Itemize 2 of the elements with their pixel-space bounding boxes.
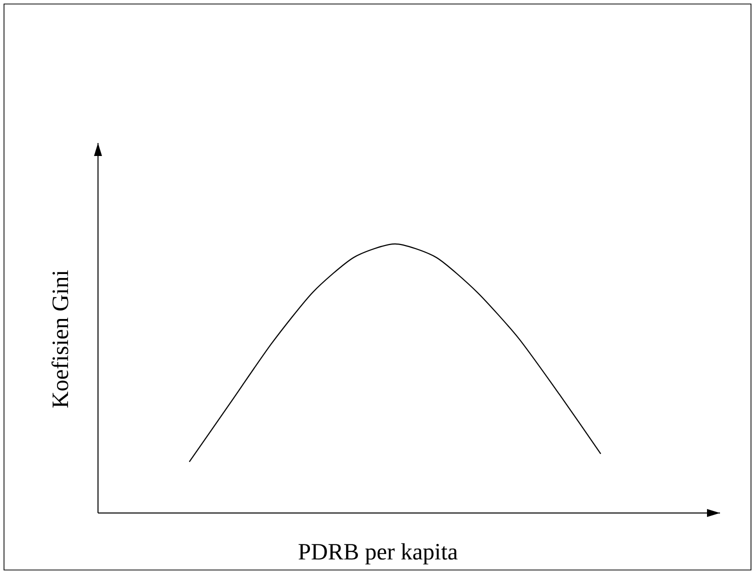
x-axis-title: PDRB per kapita bbox=[298, 543, 458, 564]
y-axis-title: Koefisien Gini bbox=[52, 270, 68, 408]
